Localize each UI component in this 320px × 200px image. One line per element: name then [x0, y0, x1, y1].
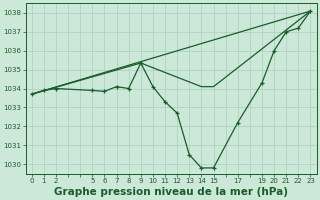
X-axis label: Graphe pression niveau de la mer (hPa): Graphe pression niveau de la mer (hPa) — [54, 187, 288, 197]
